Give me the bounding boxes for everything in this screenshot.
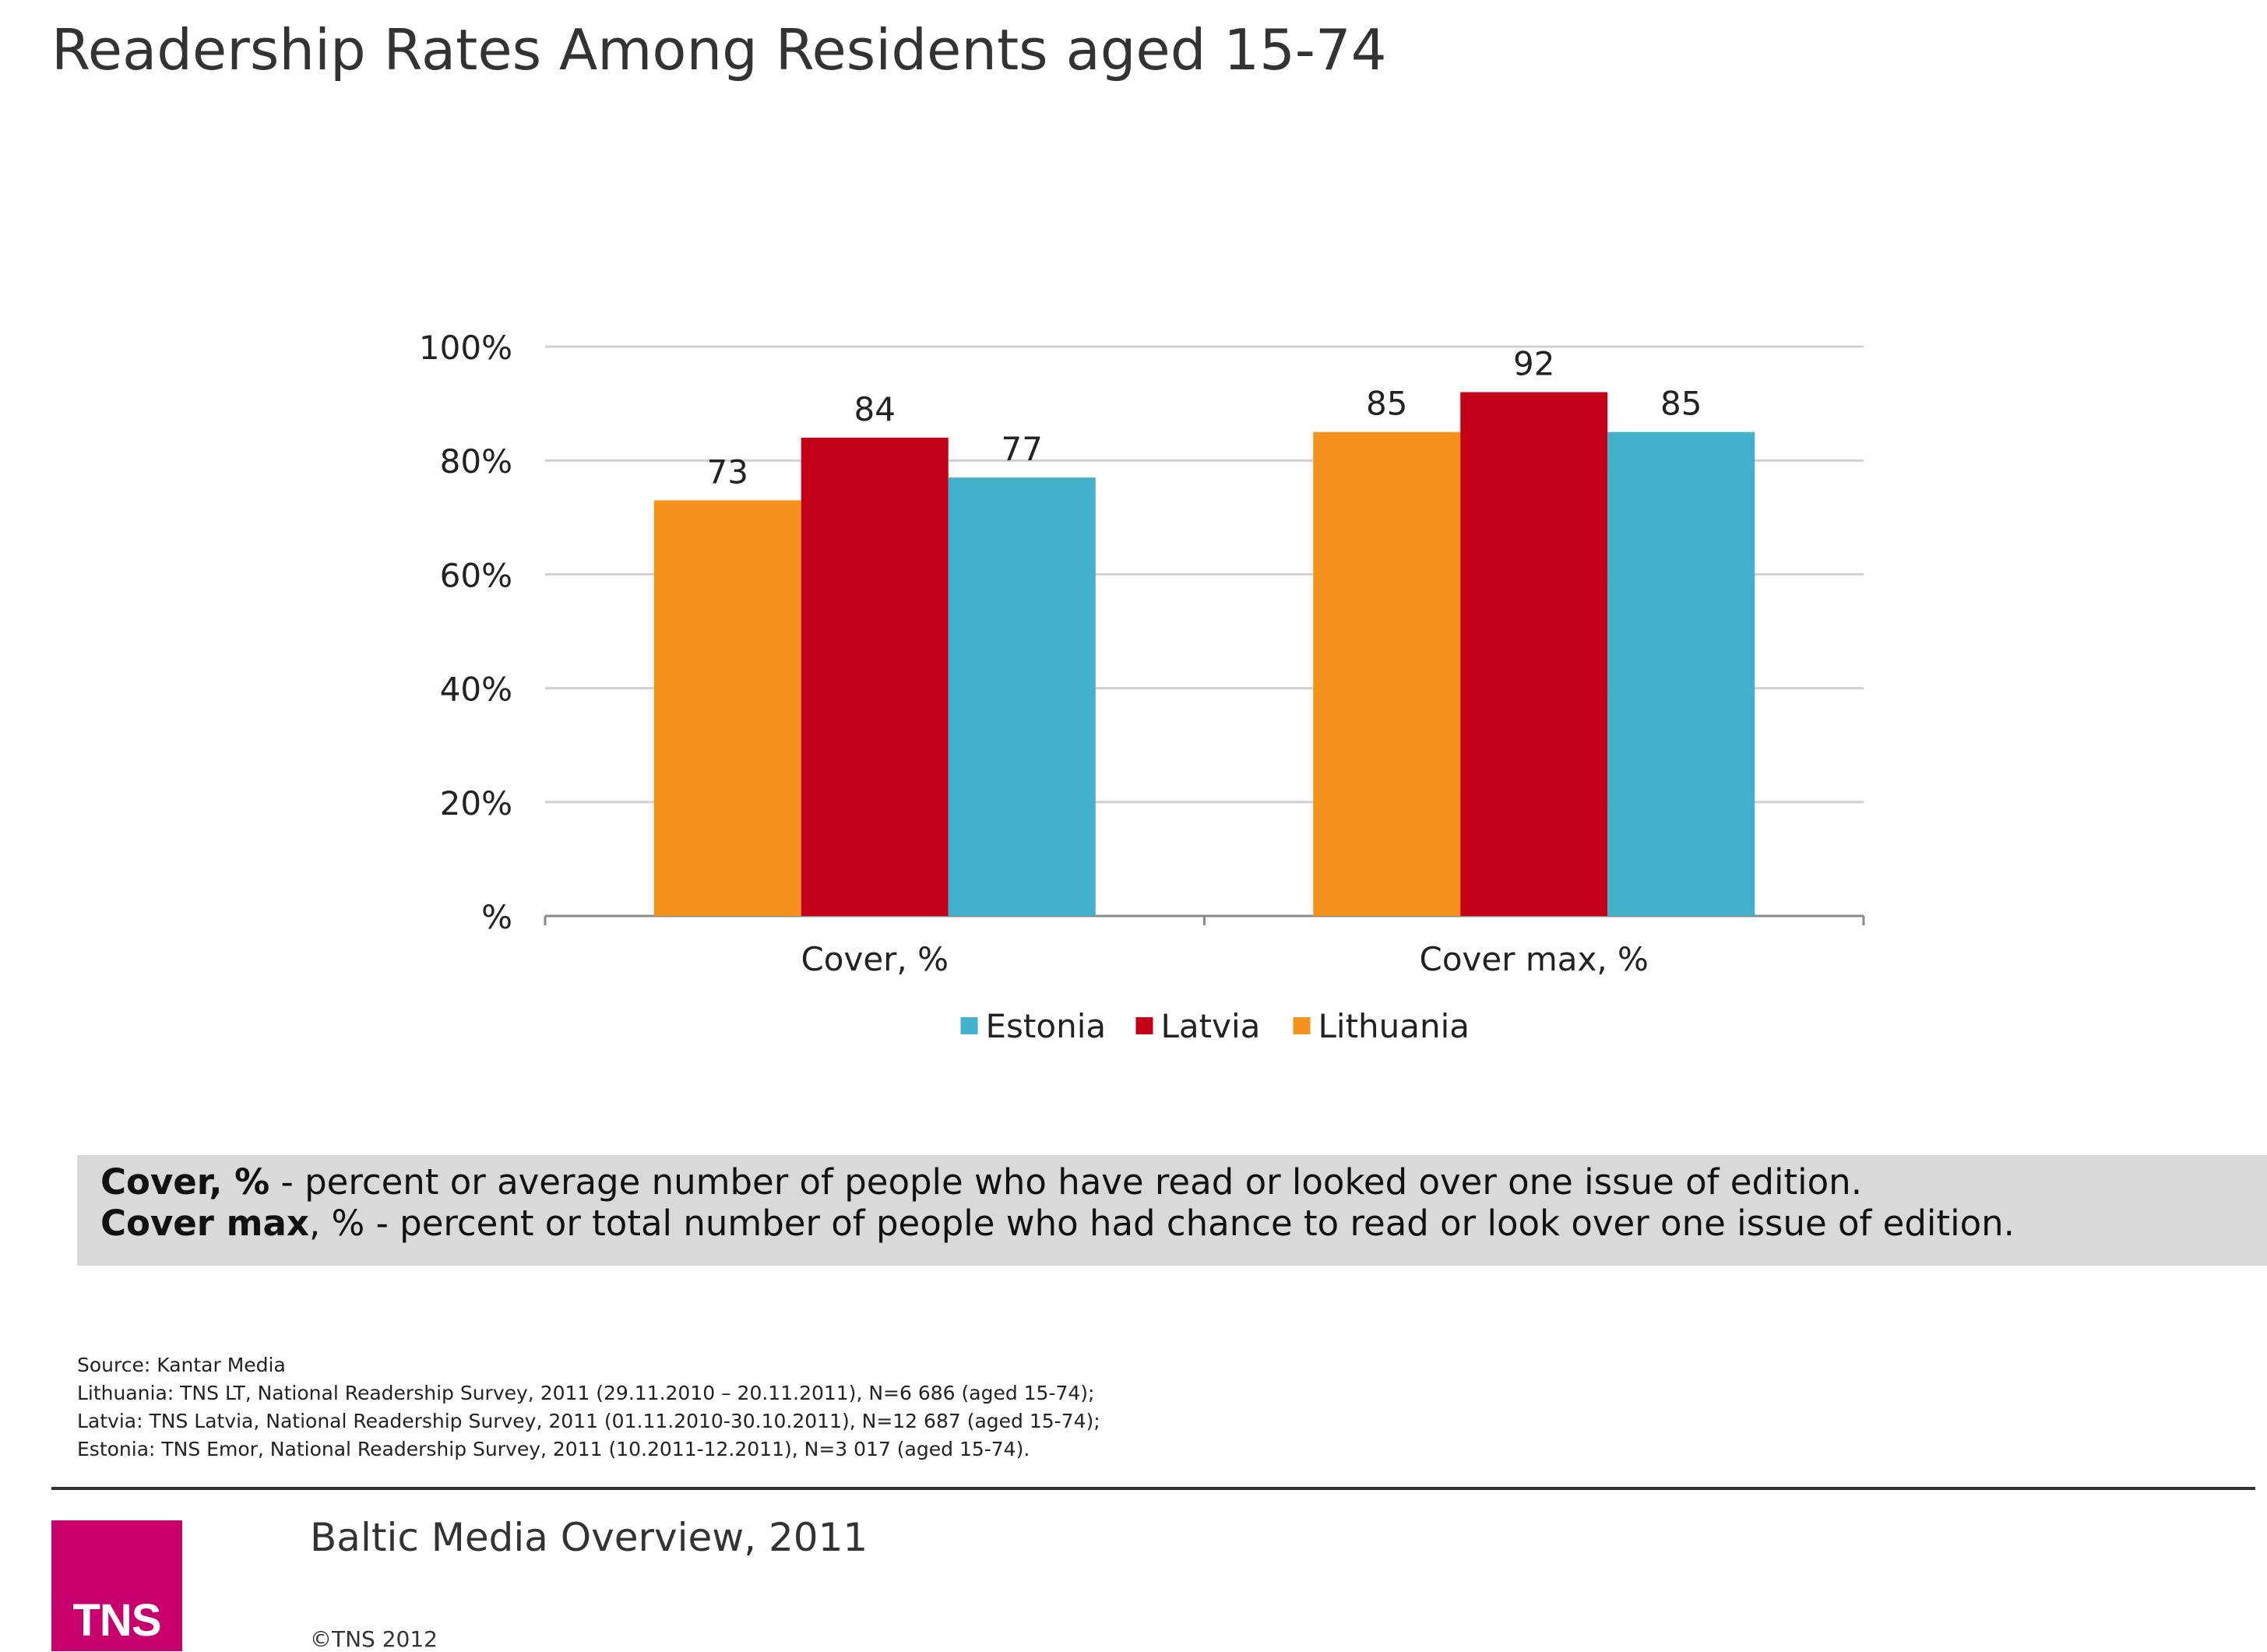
data-label: 85: [1366, 385, 1407, 423]
bar: [948, 477, 1096, 916]
footer-title: Baltic Media Overview, 2011: [310, 1515, 868, 1560]
copyright: ©TNS 2012: [310, 1626, 438, 1652]
data-label: 73: [707, 453, 748, 491]
footer-divider: [51, 1487, 2255, 1490]
source-line: Lithuania: TNS LT, National Readership S…: [77, 1382, 1095, 1404]
x-category-label: Cover, %: [801, 940, 949, 978]
legend-swatch: [960, 1017, 978, 1034]
legend-swatch: [1293, 1017, 1311, 1034]
page-title: Readership Rates Among Residents aged 15…: [51, 17, 1387, 83]
y-tick-label: 100%: [419, 329, 512, 367]
legend-label: Lithuania: [1318, 1007, 1470, 1045]
definition-cover-max-text: , % - percent or total number of people …: [308, 1203, 2015, 1244]
source-line: Source: Kantar Media: [77, 1354, 286, 1376]
bar-chart: % 20% 40% 60% 80% 100% 73 84 77 Cover, % 85 92 85 Cov…: [419, 329, 1865, 1045]
source-notes: Source: Kantar Media Lithuania: TNS LT, …: [77, 1351, 1100, 1464]
bar: [1313, 431, 1461, 916]
definition-cover-term: Cover, %: [100, 1161, 270, 1203]
definition-cover-max-term: Cover max: [100, 1203, 309, 1244]
data-label: 77: [1001, 430, 1043, 468]
source-line: Estonia: TNS Emor, National Readership S…: [77, 1438, 1030, 1460]
bar: [1460, 392, 1608, 917]
data-label: 84: [854, 390, 896, 428]
tns-logo: TNS: [51, 1520, 182, 1651]
legend-swatch: [1135, 1017, 1153, 1034]
bar: [801, 437, 949, 916]
definition-cover-text: - percent or average number of people wh…: [269, 1161, 1863, 1203]
definition-cover: Cover, % - percent or average number of …: [100, 1161, 2267, 1203]
y-tick-label: 20%: [440, 784, 512, 822]
bar: [653, 500, 801, 916]
data-label: 92: [1513, 344, 1554, 382]
data-label: 85: [1660, 385, 1702, 423]
source-line: Latvia: TNS Latvia, National Readership …: [77, 1410, 1100, 1432]
bar: [1607, 431, 1755, 916]
y-tick-label: 40%: [440, 671, 512, 709]
legend-label: Latvia: [1161, 1007, 1261, 1045]
tns-logo-text: TNS: [72, 1595, 162, 1646]
y-tick-label: %: [481, 898, 512, 936]
y-tick-label: 60%: [440, 556, 512, 594]
x-category-label: Cover max, %: [1420, 940, 1649, 978]
definition-cover-max: Cover max, % - percent or total number o…: [100, 1203, 2267, 1244]
y-tick-label: 80%: [440, 442, 512, 481]
definitions-box: Cover, % - percent or average number of …: [77, 1155, 2267, 1266]
legend-label: Estonia: [986, 1007, 1107, 1045]
